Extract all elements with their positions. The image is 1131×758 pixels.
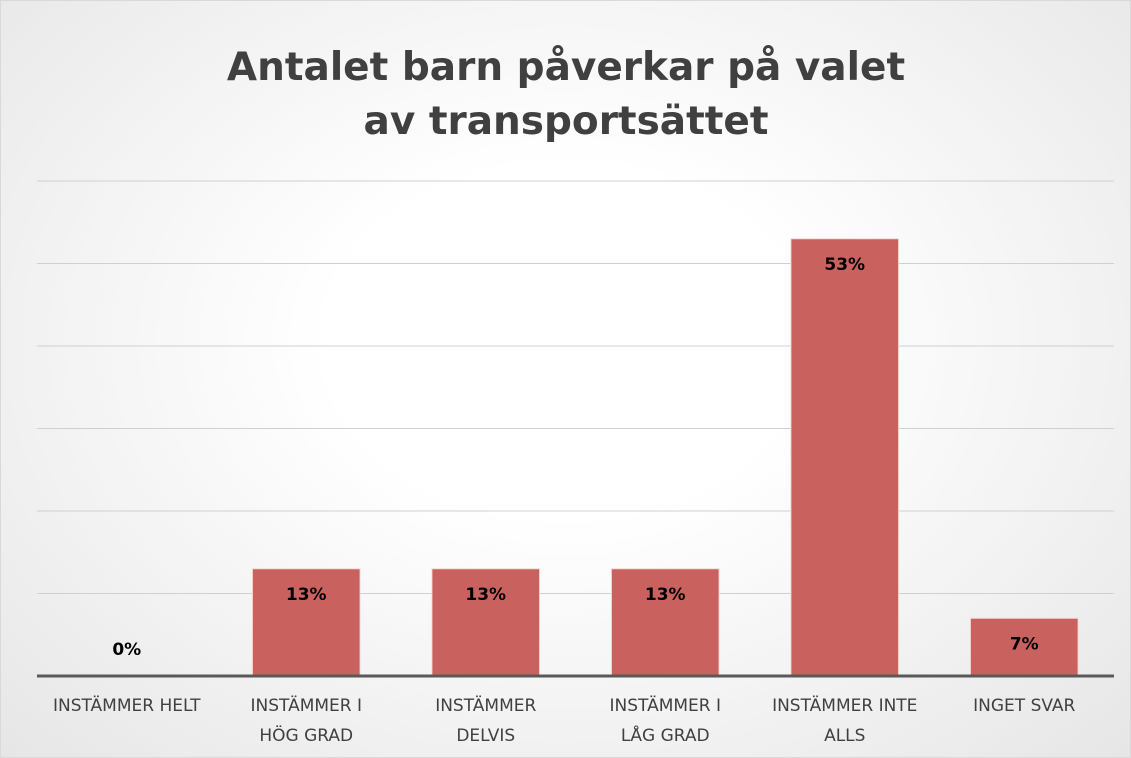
x-tick-label: INSTÄMMER HELT <box>52 696 201 716</box>
bar <box>790 238 900 677</box>
x-tick-label: INSTÄMMER I LÅG GRAD <box>609 696 722 746</box>
data-label: 13% <box>286 585 327 605</box>
bar <box>251 568 361 677</box>
bar <box>969 617 1079 677</box>
data-label: 7% <box>1010 634 1039 654</box>
chart-title: Antalet barn påverkar på valet av transp… <box>226 45 906 144</box>
x-tick-label: INSTÄMMER INTE ALLS <box>772 696 918 746</box>
data-label: 13% <box>645 585 686 605</box>
bar <box>431 568 541 677</box>
x-tick-label: INSTÄMMER DELVIS <box>435 696 537 746</box>
data-label: 0% <box>112 640 141 660</box>
x-tick-label: INGET SVAR <box>973 696 1076 716</box>
bar <box>610 568 720 677</box>
data-label: 13% <box>465 585 506 605</box>
data-label: 53% <box>824 255 865 275</box>
x-tick-label: INSTÄMMER I HÖG GRAD <box>250 696 363 746</box>
